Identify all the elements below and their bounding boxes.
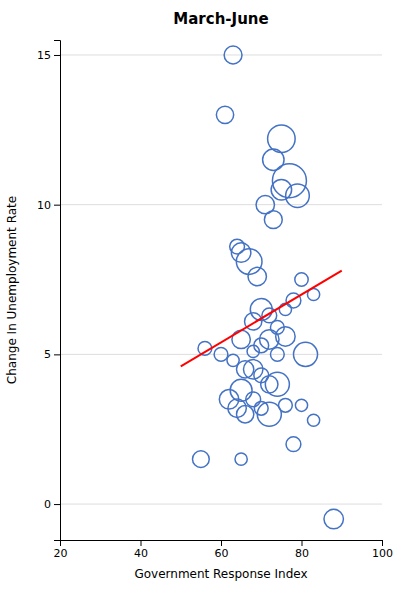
tick-mark: [54, 504, 60, 505]
grid: [60, 55, 382, 504]
tick-label: 5: [44, 348, 51, 361]
tick-mark: [54, 205, 60, 206]
y-axis-title: Change In Unemployment Rate: [5, 196, 19, 384]
point: [270, 347, 284, 361]
scatter-series: [193, 46, 344, 529]
point: [295, 273, 308, 286]
tick: 5: [44, 348, 60, 361]
chart: 20 40 60 80 100 0 5 10 15 March-June Government Re…: [0, 0, 400, 590]
point: [279, 398, 293, 412]
tick: 20: [54, 540, 68, 560]
tick-mark: [302, 540, 303, 546]
tick-label: 10: [37, 199, 51, 212]
point: [295, 399, 307, 411]
point: [257, 402, 281, 426]
grid-line: [60, 504, 382, 505]
tick: 0: [44, 498, 60, 511]
tick: 60: [215, 540, 229, 560]
grid-line: [60, 54, 382, 55]
x-axis-title: Government Response Index: [134, 567, 307, 581]
tick-mark: [54, 354, 60, 355]
tick-mark: [54, 55, 60, 56]
tick: 10: [37, 199, 60, 212]
tick-label: 20: [54, 547, 68, 560]
point: [224, 46, 242, 64]
tick-mark: [382, 540, 383, 546]
point: [246, 392, 261, 407]
marks: [181, 46, 344, 529]
point: [271, 179, 291, 199]
point: [193, 451, 210, 468]
point: [261, 376, 278, 393]
tick: 15: [37, 49, 60, 62]
point: [307, 414, 319, 426]
tick-label: 0: [44, 498, 51, 511]
point: [264, 211, 282, 229]
tick: 80: [295, 540, 309, 560]
tick: 100: [372, 540, 393, 560]
point: [216, 106, 233, 123]
point: [237, 406, 254, 423]
tick-label: 40: [134, 547, 148, 560]
point: [232, 330, 250, 348]
tick: 40: [134, 540, 148, 560]
tick-label: 100: [372, 547, 393, 560]
point: [294, 342, 318, 366]
point: [263, 149, 284, 170]
x-axis: 20 40 60 80 100: [54, 540, 394, 560]
point: [214, 347, 228, 361]
axis-line: [54, 41, 61, 541]
point: [286, 437, 301, 452]
plot: 20 40 60 80 100 0 5 10 15: [37, 41, 393, 560]
title: March-June: [173, 10, 268, 28]
tick-label: 60: [215, 547, 229, 560]
trend-line: [181, 271, 342, 367]
tick-mark: [141, 540, 142, 546]
point: [230, 239, 245, 254]
grid-line: [60, 354, 382, 355]
point: [265, 372, 289, 396]
point: [248, 267, 266, 285]
point: [235, 453, 247, 465]
point: [324, 509, 343, 528]
axis-line: [61, 541, 383, 547]
point: [247, 345, 259, 357]
tick-label: 80: [295, 547, 309, 560]
tick-mark: [221, 540, 222, 546]
grid-line: [60, 204, 382, 205]
y-axis: 0 5 10 15: [37, 41, 61, 541]
tick-label: 15: [37, 49, 51, 62]
